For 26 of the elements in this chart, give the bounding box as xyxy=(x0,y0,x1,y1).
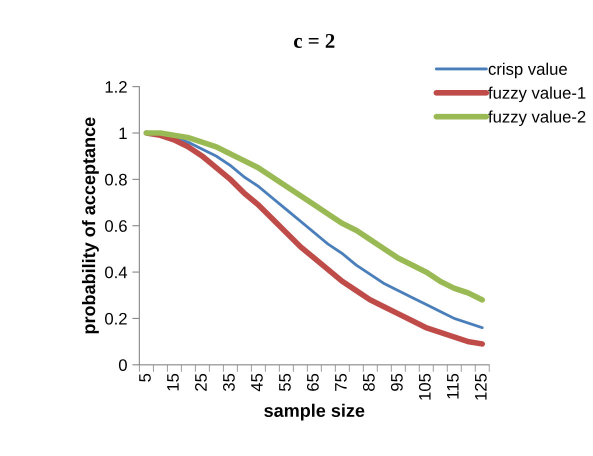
x-tick-label: 105 xyxy=(418,374,431,400)
y-tick-label: 0.2 xyxy=(105,312,127,325)
y-tick-label: 0 xyxy=(118,359,127,372)
y-axis-title: probability of acceptance xyxy=(82,117,99,334)
legend-label: fuzzy value-2 xyxy=(488,110,586,126)
x-tick-label: 55 xyxy=(279,374,291,392)
x-tick-label: 65 xyxy=(306,374,319,391)
x-tick-label: 95 xyxy=(390,374,403,391)
x-tick-label: 125 xyxy=(474,374,487,400)
legend-label: fuzzy value-1 xyxy=(488,86,586,102)
legend-label: crisp value xyxy=(488,62,567,78)
y-tick-label: 0.8 xyxy=(105,174,127,186)
y-tick-label: 1.2 xyxy=(106,81,127,93)
x-tick-label: 75 xyxy=(335,374,347,391)
x-axis-title: sample size xyxy=(264,404,364,421)
x-tick-label: 115 xyxy=(447,374,459,398)
x-tick-label: 35 xyxy=(222,374,235,392)
y-tick-label: 1 xyxy=(120,128,127,140)
chart-title: c = 2 xyxy=(294,34,334,48)
x-tick-label: 85 xyxy=(362,374,375,391)
x-tick-label: 15 xyxy=(167,374,179,390)
x-tick-label: 25 xyxy=(195,374,207,391)
x-tick-label: 5 xyxy=(139,374,151,382)
y-tick-label: 0.4 xyxy=(105,266,128,278)
x-tick-label: 45 xyxy=(251,374,263,392)
y-tick-label: 0.6 xyxy=(105,220,127,232)
